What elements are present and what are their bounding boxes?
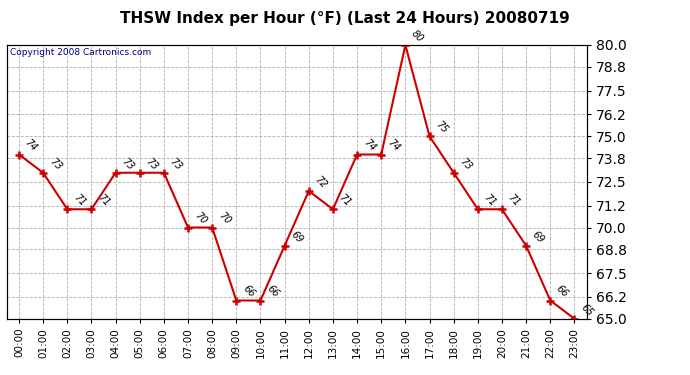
Text: THSW Index per Hour (°F) (Last 24 Hours) 20080719: THSW Index per Hour (°F) (Last 24 Hours)… bbox=[120, 11, 570, 26]
Text: 73: 73 bbox=[144, 156, 160, 172]
Text: 73: 73 bbox=[168, 156, 184, 172]
Text: 73: 73 bbox=[48, 156, 63, 172]
Text: 74: 74 bbox=[386, 138, 402, 154]
Text: 72: 72 bbox=[313, 174, 329, 190]
Text: 71: 71 bbox=[96, 192, 112, 208]
Text: 66: 66 bbox=[555, 284, 571, 300]
Text: 71: 71 bbox=[72, 192, 88, 208]
Text: 73: 73 bbox=[458, 156, 474, 172]
Text: 71: 71 bbox=[337, 192, 353, 208]
Text: 80: 80 bbox=[410, 28, 426, 44]
Text: 71: 71 bbox=[482, 192, 498, 208]
Text: 70: 70 bbox=[193, 211, 208, 227]
Text: 69: 69 bbox=[289, 229, 305, 245]
Text: 66: 66 bbox=[265, 284, 281, 300]
Text: 69: 69 bbox=[531, 229, 546, 245]
Text: 74: 74 bbox=[362, 138, 377, 154]
Text: Copyright 2008 Cartronics.com: Copyright 2008 Cartronics.com bbox=[10, 48, 151, 57]
Text: 73: 73 bbox=[120, 156, 136, 172]
Text: 70: 70 bbox=[217, 211, 233, 227]
Text: 71: 71 bbox=[506, 192, 522, 208]
Text: 66: 66 bbox=[241, 284, 257, 300]
Text: 74: 74 bbox=[23, 138, 39, 154]
Text: 65: 65 bbox=[579, 302, 595, 318]
Text: 75: 75 bbox=[434, 120, 450, 135]
